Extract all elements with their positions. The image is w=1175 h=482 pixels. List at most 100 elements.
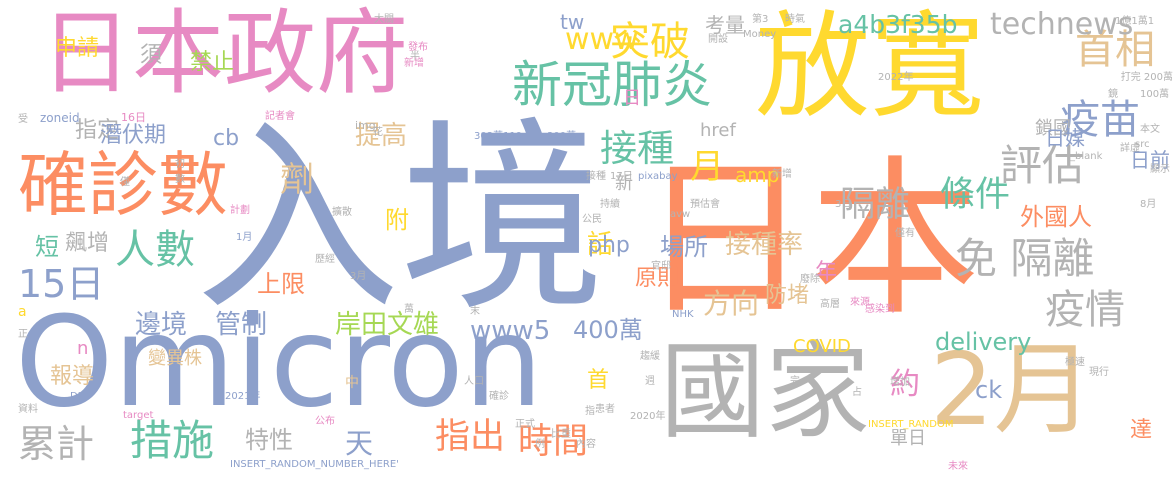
cloud-word: 指定: [75, 118, 120, 143]
cloud-word: 3日: [835, 199, 852, 210]
cloud-word: 岸田文雄: [335, 310, 440, 340]
cloud-word: 1月: [236, 232, 253, 243]
cloud-word: a4b3f35b: [838, 10, 958, 39]
cloud-word: 國家: [660, 331, 871, 453]
cloud-word: 增加: [890, 377, 910, 388]
cloud-word: 約: [890, 367, 920, 402]
cloud-word: 公民: [582, 214, 602, 225]
cloud-word: 2月: [930, 331, 1094, 448]
cloud-word: 大關: [374, 14, 394, 25]
cloud-word: 100萬: [1140, 89, 1170, 100]
cloud-word: 公布: [315, 416, 335, 427]
cloud-word: 達: [1130, 418, 1153, 443]
cloud-word: 時氣: [785, 14, 805, 25]
cloud-word: a: [18, 304, 27, 320]
cloud-word: 來源: [850, 297, 870, 308]
cloud-word: 隔離: [840, 185, 911, 225]
cloud-word: 本文: [1140, 124, 1160, 135]
cloud-word: 首相: [1075, 27, 1155, 73]
cloud-word: 極速: [1065, 357, 1085, 368]
cloud-word: 場所: [660, 233, 708, 261]
cloud-word: 單日: [890, 428, 926, 449]
cloud-word: 受: [18, 114, 28, 125]
cloud-word: 週: [645, 376, 655, 387]
cloud-word: 確診: [489, 391, 509, 402]
cloud-word: 措施: [130, 416, 215, 465]
cloud-word: 疫苗: [1060, 97, 1140, 143]
cloud-word: 評估: [1000, 141, 1085, 190]
cloud-word: 申請: [55, 36, 100, 61]
cloud-word: 16日: [121, 111, 146, 124]
cloud-word: 例: [535, 439, 545, 450]
cloud-word: 歷經: [315, 254, 335, 265]
cloud-word: 中: [345, 375, 359, 391]
cloud-word: 15日: [18, 262, 105, 306]
cloud-word: 2020年: [630, 411, 666, 422]
cloud-word: 日本: [640, 141, 981, 339]
cloud-word: Omicron: [15, 290, 543, 435]
cloud-word: 變異株: [148, 348, 202, 369]
cloud-word: 接種: [600, 127, 674, 170]
cloud-word: 邊境: [135, 310, 188, 340]
cloud-word: 患者: [595, 404, 615, 415]
cloud-word: 未來: [948, 461, 968, 472]
cloud-word: 入境: [195, 101, 605, 339]
cloud-word: 指: [585, 406, 595, 417]
cloud-word: avw: [670, 209, 691, 220]
cloud-word: 初: [175, 159, 185, 170]
cloud-word: src: [1135, 139, 1150, 150]
cloud-word: target: [123, 410, 154, 421]
cloud-word: 顯示: [1150, 164, 1170, 175]
cloud-word: 現行: [1089, 367, 1109, 378]
cloud-word: 提高: [355, 121, 408, 151]
cloud-word: 突破: [610, 19, 690, 65]
cloud-word: 內容: [576, 439, 596, 450]
cloud-word: 半: [410, 51, 420, 62]
cloud-word: 打完 200萬: [1120, 72, 1173, 83]
cloud-word: 方向: [703, 287, 760, 320]
cloud-word: ck: [975, 376, 1003, 404]
cloud-word: 鎖國: [1035, 118, 1071, 139]
cloud-word: www: [565, 22, 639, 57]
cloud-word: 累計: [18, 422, 95, 466]
cloud-word: pixabay: [638, 171, 678, 182]
cloud-word: 新增: [404, 58, 424, 69]
cloud-word: 人口: [464, 376, 484, 387]
cloud-word: INSERT_RANDOM_NUMBER_HERE': [230, 459, 399, 470]
cloud-word: 新: [615, 173, 633, 194]
cloud-word: 短: [35, 233, 59, 261]
cloud-word: 潛伏期: [100, 123, 167, 148]
cloud-word: 開設: [708, 34, 728, 45]
cloud-word: 正式: [515, 419, 535, 430]
cloud-word: 新冠肺炎: [512, 56, 712, 114]
cloud-word: 防堵: [765, 283, 810, 308]
cloud-word: INSERT_RANDOM: [868, 419, 954, 430]
cloud-word: 詳虛: [1120, 143, 1140, 154]
cloud-word: amp: [735, 163, 780, 187]
cloud-word: 日前: [1130, 148, 1170, 172]
cloud-word: 飆增: [65, 231, 110, 256]
cloud-word: DJ: [70, 391, 81, 402]
cloud-word: 僅有: [895, 228, 915, 239]
cloud-word: 感染到: [865, 304, 895, 315]
cloud-word: 上限: [257, 270, 305, 298]
cloud-word: 發布: [408, 42, 428, 53]
cloud-word: 附: [385, 206, 409, 234]
cloud-word: 2021年: [225, 391, 261, 402]
cloud-word: n: [77, 338, 89, 359]
cloud-word: zoneid: [40, 111, 80, 125]
cloud-word: 擴散: [332, 207, 352, 218]
cloud-word: 報導: [50, 364, 95, 389]
cloud-word: 首: [587, 368, 610, 393]
cloud-word: 確診數: [18, 144, 228, 226]
cloud-word: 新增: [772, 169, 792, 180]
cloud-word: 人數: [115, 227, 195, 273]
cloud-word: 日: [623, 88, 641, 109]
cloud-word: 日媒: [1045, 126, 1085, 150]
cloud-word: 天: [345, 427, 374, 460]
cloud-word: href: [700, 120, 736, 141]
cloud-word: 條件: [940, 175, 1011, 215]
cloud-word: 400萬: [573, 316, 643, 344]
cloud-word: delivery: [935, 328, 1032, 356]
